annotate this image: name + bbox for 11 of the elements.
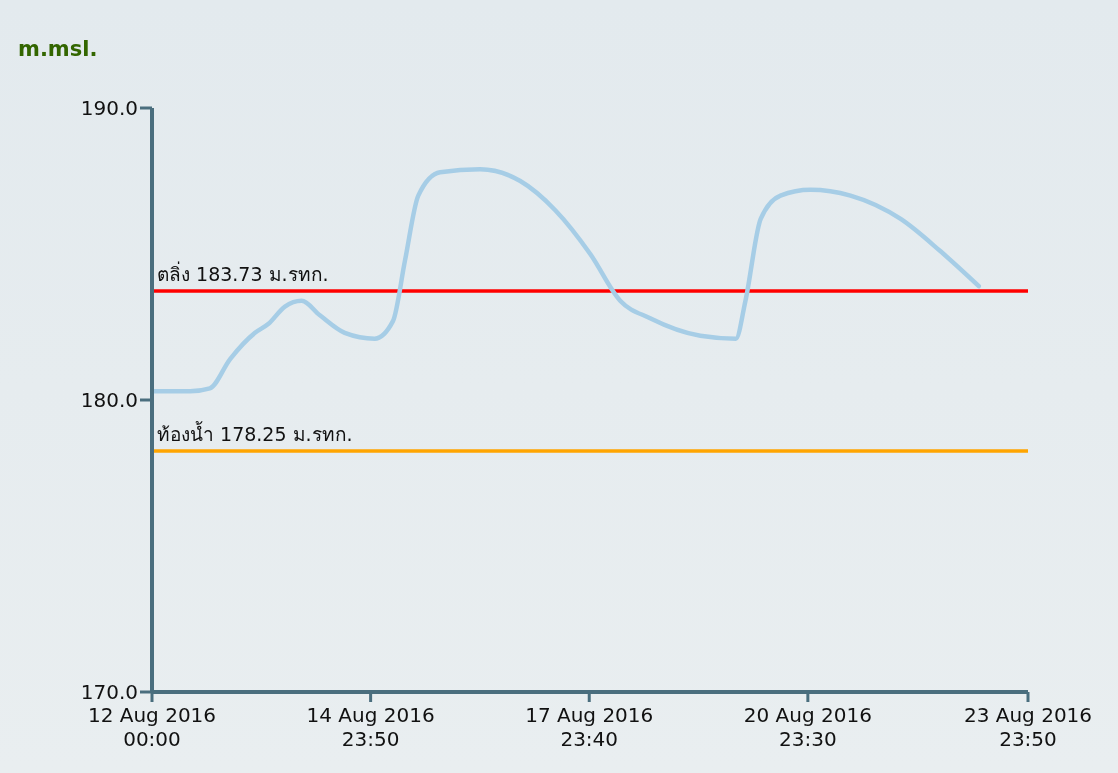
- ref-line-label: ตลิ่ง 183.73 ม.รทก.: [157, 261, 329, 286]
- y-tick-label: 180.0: [80, 388, 138, 412]
- ref-line-label: ท้องน้ำ 178.25 ม.รทก.: [157, 421, 353, 446]
- x-tick-label: 12 Aug 2016 00:00: [87, 703, 217, 751]
- y-tick-label: 190.0: [80, 96, 138, 120]
- x-tick-label: 23 Aug 2016 23:50: [963, 703, 1093, 751]
- y-axis-title: m.msl.: [18, 37, 98, 61]
- x-tick-label: 17 Aug 2016 23:40: [525, 703, 654, 751]
- x-tick-label: 20 Aug 2016 23:30: [743, 703, 872, 751]
- y-tick-label: 170.0: [80, 680, 138, 704]
- x-tick-label: 14 Aug 2016 23:50: [306, 703, 435, 751]
